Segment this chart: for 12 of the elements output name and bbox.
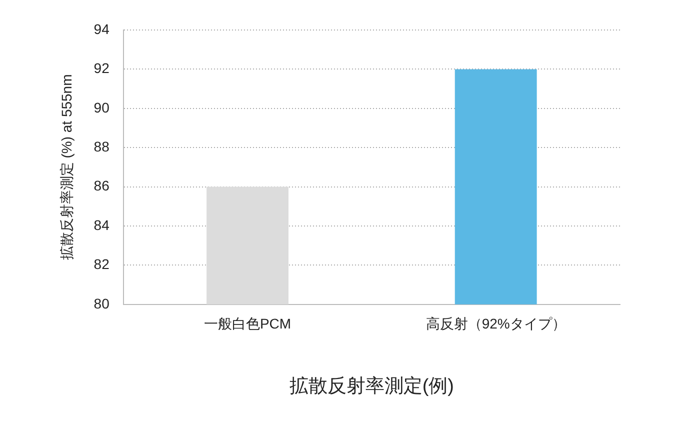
y-tick-label: 92 bbox=[94, 60, 110, 76]
y-tick-label: 88 bbox=[94, 138, 110, 154]
y-tick-label: 94 bbox=[94, 20, 110, 37]
y-tick-label: 86 bbox=[94, 178, 110, 194]
y-tick-label: 80 bbox=[94, 295, 110, 312]
y-axis-title: 拡散反射率測定 (%) at 555nm bbox=[58, 74, 74, 260]
x-tick-label: 高反射（92%タイプ） bbox=[426, 316, 566, 332]
y-tick-label: 82 bbox=[94, 256, 110, 272]
x-tick-label: 一般白色PCM bbox=[204, 316, 292, 332]
x-axis-title: 拡散反射率測定(例) bbox=[289, 374, 454, 397]
y-tick-label: 90 bbox=[94, 99, 110, 116]
y-tick-label: 84 bbox=[94, 216, 110, 233]
